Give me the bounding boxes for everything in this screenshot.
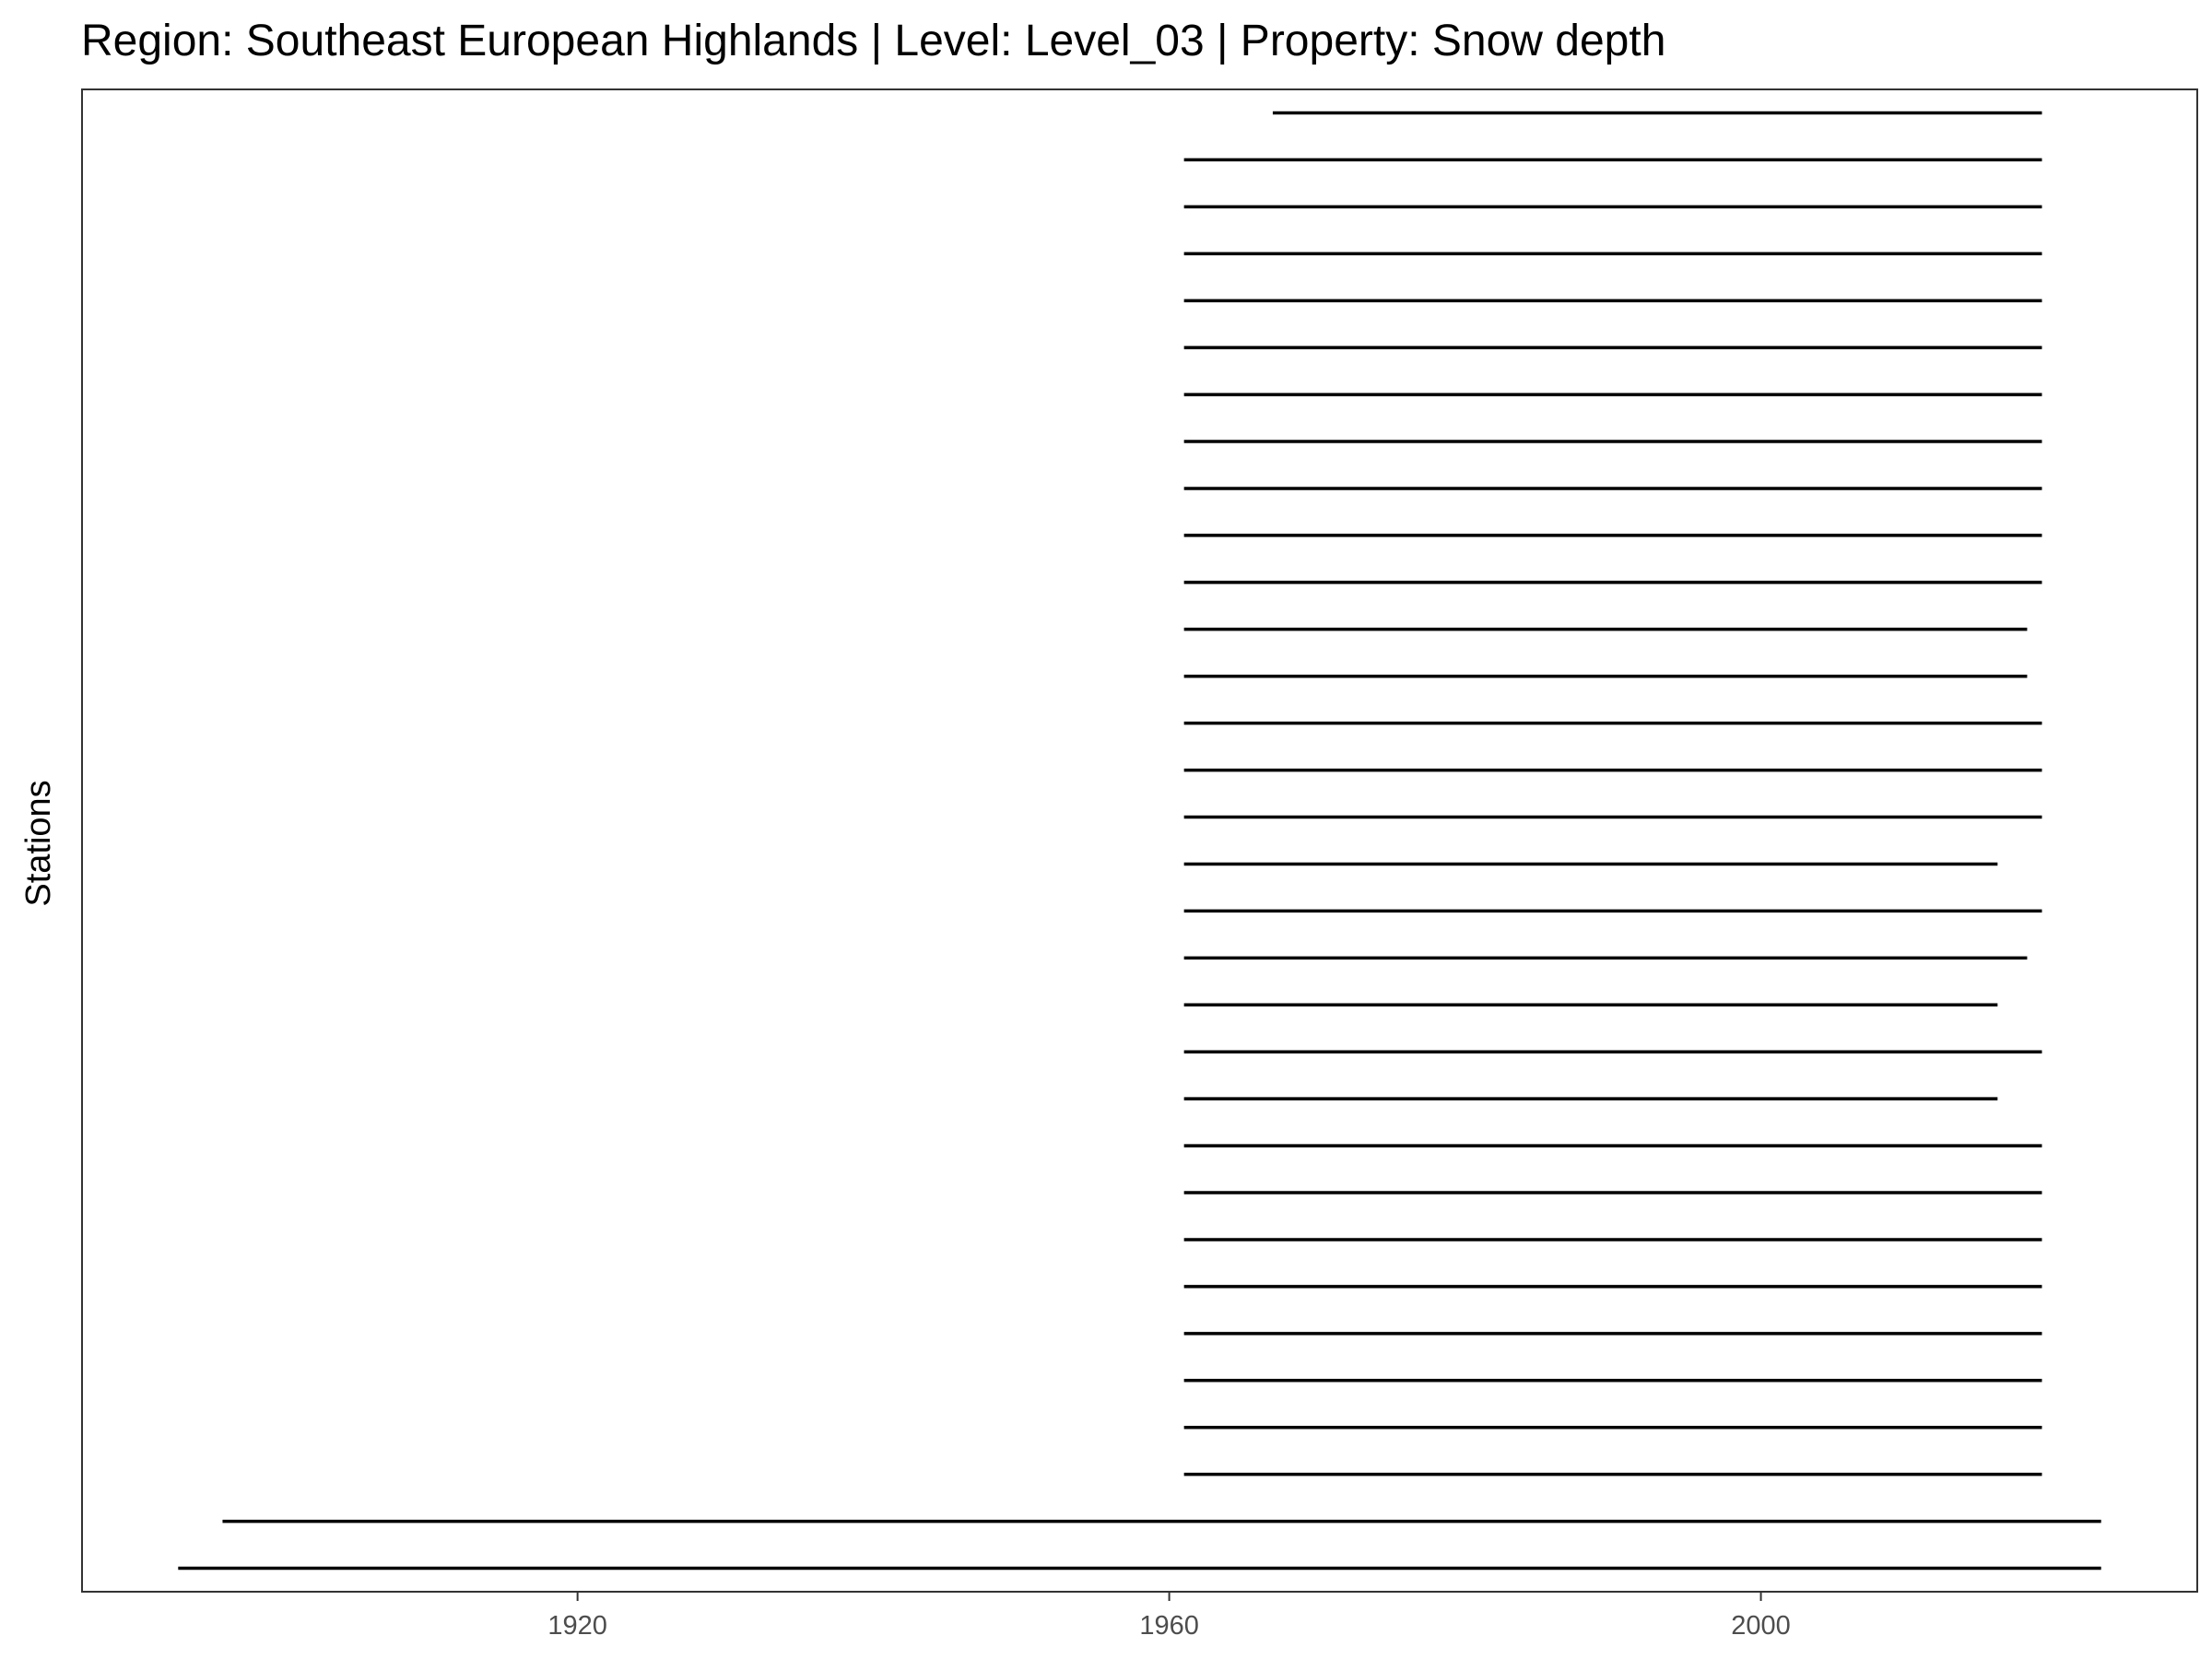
chart-title: Region: Southeast European Highlands | L… — [81, 17, 1665, 65]
station-segments — [178, 111, 2101, 1571]
y-axis-title: Stations — [19, 780, 58, 906]
x-tick-label: 2000 — [1731, 1611, 1791, 1641]
x-tick-label: 1960 — [1139, 1611, 1199, 1641]
x-tick-label: 1920 — [547, 1611, 607, 1641]
plot-panel — [81, 88, 2198, 1593]
x-axis: 1920 1960 2000 — [547, 1592, 1791, 1641]
